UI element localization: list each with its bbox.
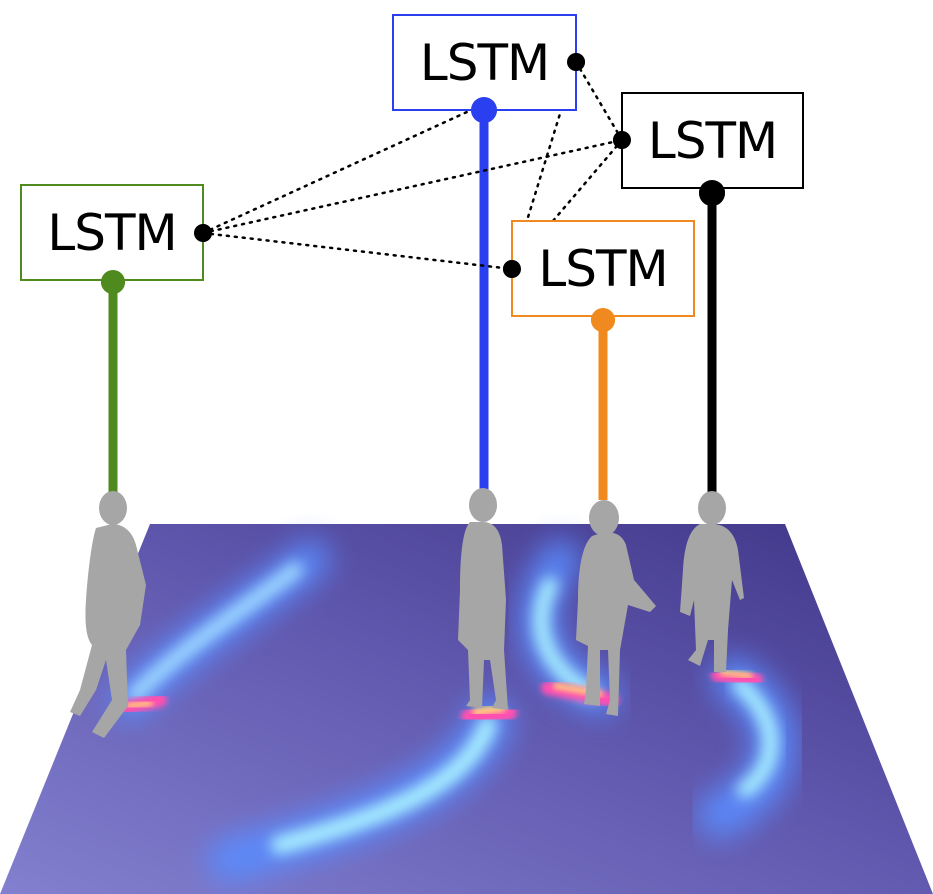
trajectory-heatmap-black xyxy=(697,657,798,838)
trajectory-heatmap-green xyxy=(110,540,330,720)
social-pooling-links xyxy=(201,60,624,271)
connector-black xyxy=(699,180,725,500)
connector-green xyxy=(101,270,125,495)
connector-orange xyxy=(591,308,615,500)
lstm-box-orange: LSTM xyxy=(511,220,695,317)
connector-blue xyxy=(471,97,497,492)
lstm-box-blue: LSTM xyxy=(392,14,577,111)
lstm-label: LSTM xyxy=(538,239,668,298)
lstm-label: LSTM xyxy=(647,111,778,170)
lstm-box-black: LSTM xyxy=(621,92,804,189)
pedestrian-silhouette-green xyxy=(70,491,146,738)
pedestrian-silhouette-blue xyxy=(458,488,508,710)
trajectory-heatmap-blue xyxy=(207,697,517,883)
lstm-box-green: LSTM xyxy=(20,184,204,281)
pedestrian-silhouette-black xyxy=(680,491,744,672)
lstm-label: LSTM xyxy=(47,203,177,262)
pedestrian-silhouette-orange xyxy=(576,500,656,716)
lstm-label: LSTM xyxy=(419,33,550,92)
